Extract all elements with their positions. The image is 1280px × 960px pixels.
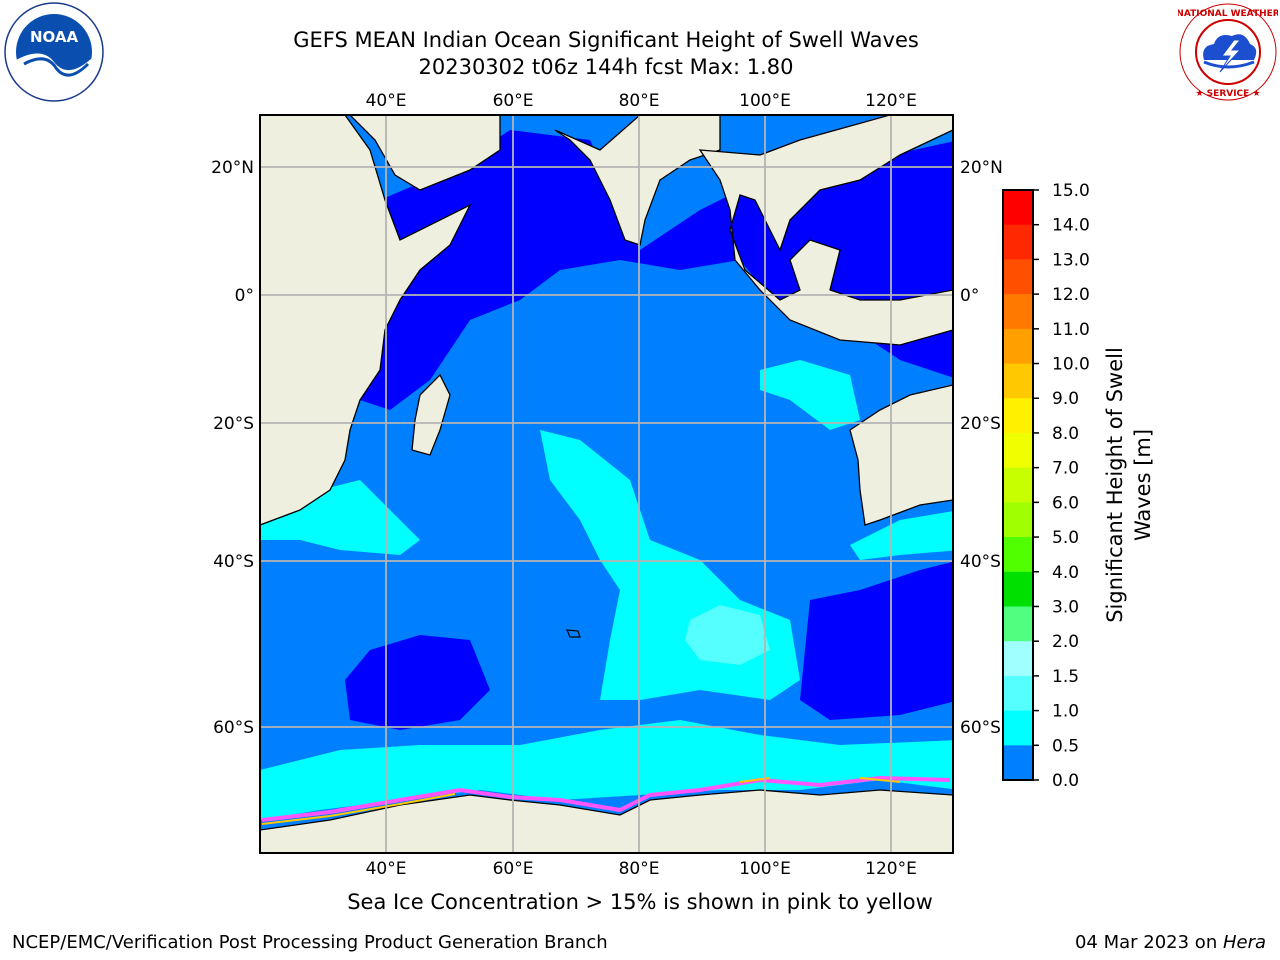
colorbar-swatch bbox=[1003, 571, 1033, 607]
footer-date-text: 04 Mar 2023 on bbox=[1074, 932, 1223, 953]
colorbar-swatch bbox=[1003, 328, 1033, 365]
colorbar-swatch bbox=[1003, 432, 1033, 469]
colorbar-tick-label: 12.0 bbox=[1052, 285, 1090, 305]
sea-ice-edge bbox=[261, 775, 951, 822]
lon-tick-bottom: 40°E bbox=[366, 859, 407, 879]
lon-tick-bottom: 80°E bbox=[619, 859, 660, 879]
colorbar-tick-label: 1.0 bbox=[1052, 702, 1079, 722]
lon-tick-bottom: 100°E bbox=[739, 859, 791, 879]
colorbar-swatch bbox=[1003, 641, 1033, 677]
lon-tick-bottom: 120°E bbox=[865, 859, 917, 879]
colorbar-swatch bbox=[1003, 363, 1033, 399]
lat-tick-left: 20°N bbox=[211, 158, 254, 178]
colorbar-tick-label: 0.0 bbox=[1052, 771, 1079, 791]
colorbar-swatch bbox=[1003, 224, 1033, 260]
land-australia bbox=[849, 384, 953, 526]
swell-zone-australia-sw bbox=[850, 511, 953, 560]
colorbar-tick-label: 8.0 bbox=[1052, 424, 1079, 444]
swell-zone-west bbox=[260, 480, 420, 555]
land-antarctica bbox=[260, 789, 953, 853]
footer-credit: NCEP/EMC/Verification Post Processing Pr… bbox=[12, 932, 608, 953]
colorbar-tick-label: 13.0 bbox=[1052, 250, 1090, 270]
colorbar-swatch bbox=[1003, 745, 1033, 781]
svg-text:NATIONAL WEATHER: NATIONAL WEATHER bbox=[1178, 9, 1278, 19]
colorbar-swatch bbox=[1003, 675, 1033, 712]
noaa-logo-text: NOAA bbox=[30, 28, 79, 46]
map-frame bbox=[259, 114, 954, 854]
colorbar-tick-label: 1.5 bbox=[1052, 667, 1079, 687]
lat-tick-right: 40°S bbox=[960, 552, 1001, 572]
colorbar-tick-label: 9.0 bbox=[1052, 389, 1079, 409]
footer-host: Hera bbox=[1222, 932, 1266, 953]
land-arabia bbox=[349, 115, 501, 191]
colorbar-swatch bbox=[1003, 398, 1033, 434]
colorbar-frame bbox=[1002, 189, 1034, 781]
swell-zone-max bbox=[685, 605, 770, 665]
colorbar-swatch bbox=[1003, 537, 1033, 573]
svg-text:★ SERVICE ★: ★ SERVICE ★ bbox=[1195, 89, 1260, 99]
colorbar-swatch bbox=[1003, 190, 1033, 226]
lon-tick-bottom: 60°E bbox=[493, 859, 534, 879]
colorbar-tick-label: 15.0 bbox=[1052, 181, 1090, 201]
graticule bbox=[260, 115, 953, 853]
nws-logo: NATIONAL WEATHER ★ SERVICE ★ bbox=[1178, 3, 1278, 101]
lon-tick-top: 100°E bbox=[739, 91, 791, 111]
lat-tick-right: 0° bbox=[960, 286, 979, 306]
lat-tick-right: 20°S bbox=[960, 414, 1001, 434]
swell-zone-south-indian bbox=[345, 635, 490, 730]
footer-date: 04 Mar 2023 on Hera bbox=[1075, 932, 1266, 953]
lon-tick-top: 40°E bbox=[366, 91, 407, 111]
lat-tick-right: 20°N bbox=[960, 158, 1003, 178]
sea-ice-caption: Sea Ice Concentration > 15% is shown in … bbox=[347, 890, 933, 914]
noaa-logo: NOAA bbox=[4, 2, 104, 102]
colorbar-label: Significant Height of Swell bbox=[1103, 347, 1127, 623]
colorbar-swatch bbox=[1003, 294, 1033, 330]
colorbar-tick-label: 7.0 bbox=[1052, 459, 1079, 479]
swell-zone-east bbox=[760, 360, 860, 430]
colorbar-tick-label: 4.0 bbox=[1052, 563, 1079, 583]
colorbar-tick-label: 0.5 bbox=[1052, 736, 1079, 756]
lat-tick-left: 40°S bbox=[213, 552, 254, 572]
land-madagascar bbox=[411, 373, 451, 456]
colorbar: 15.0 14.0 13.0 12.0 11.0 10.0 9.0 8.0 7.0 6.0 5.0 4… bbox=[1002, 181, 1090, 791]
land-kerguelen bbox=[566, 629, 581, 638]
colorbar-tick-label: 2.0 bbox=[1052, 632, 1079, 652]
lon-tick-top: 80°E bbox=[619, 91, 660, 111]
lat-tick-left: 60°S bbox=[213, 718, 254, 738]
colorbar-label: Waves [m] bbox=[1131, 429, 1155, 541]
colorbar-swatch bbox=[1003, 467, 1033, 503]
lat-tick-left: 20°S bbox=[213, 414, 254, 434]
colorbar-tick-label: 3.0 bbox=[1052, 597, 1079, 617]
colorbar-tick-label: 11.0 bbox=[1052, 320, 1090, 340]
colorbar-tick-label: 6.0 bbox=[1052, 493, 1079, 513]
lat-tick-left: 0° bbox=[235, 286, 254, 306]
lat-tick-right: 60°S bbox=[960, 718, 1001, 738]
chart-subtitle: 20230302 t06z 144h fcst Max: 1.80 bbox=[418, 55, 794, 79]
lon-tick-top: 120°E bbox=[865, 91, 917, 111]
colorbar-swatch bbox=[1003, 259, 1033, 295]
lon-tick-top: 60°E bbox=[493, 91, 534, 111]
colorbar-tick-label: 10.0 bbox=[1052, 355, 1090, 375]
colorbar-swatch bbox=[1003, 710, 1033, 746]
swell-zone-australia-south bbox=[800, 561, 953, 720]
colorbar-swatch bbox=[1003, 502, 1033, 538]
colorbar-tick-label: 14.0 bbox=[1052, 216, 1090, 236]
colorbar-swatch bbox=[1003, 606, 1033, 642]
colorbar-tick-label: 5.0 bbox=[1052, 528, 1079, 548]
chart-title: GEFS MEAN Indian Ocean Significant Heigh… bbox=[293, 28, 919, 52]
